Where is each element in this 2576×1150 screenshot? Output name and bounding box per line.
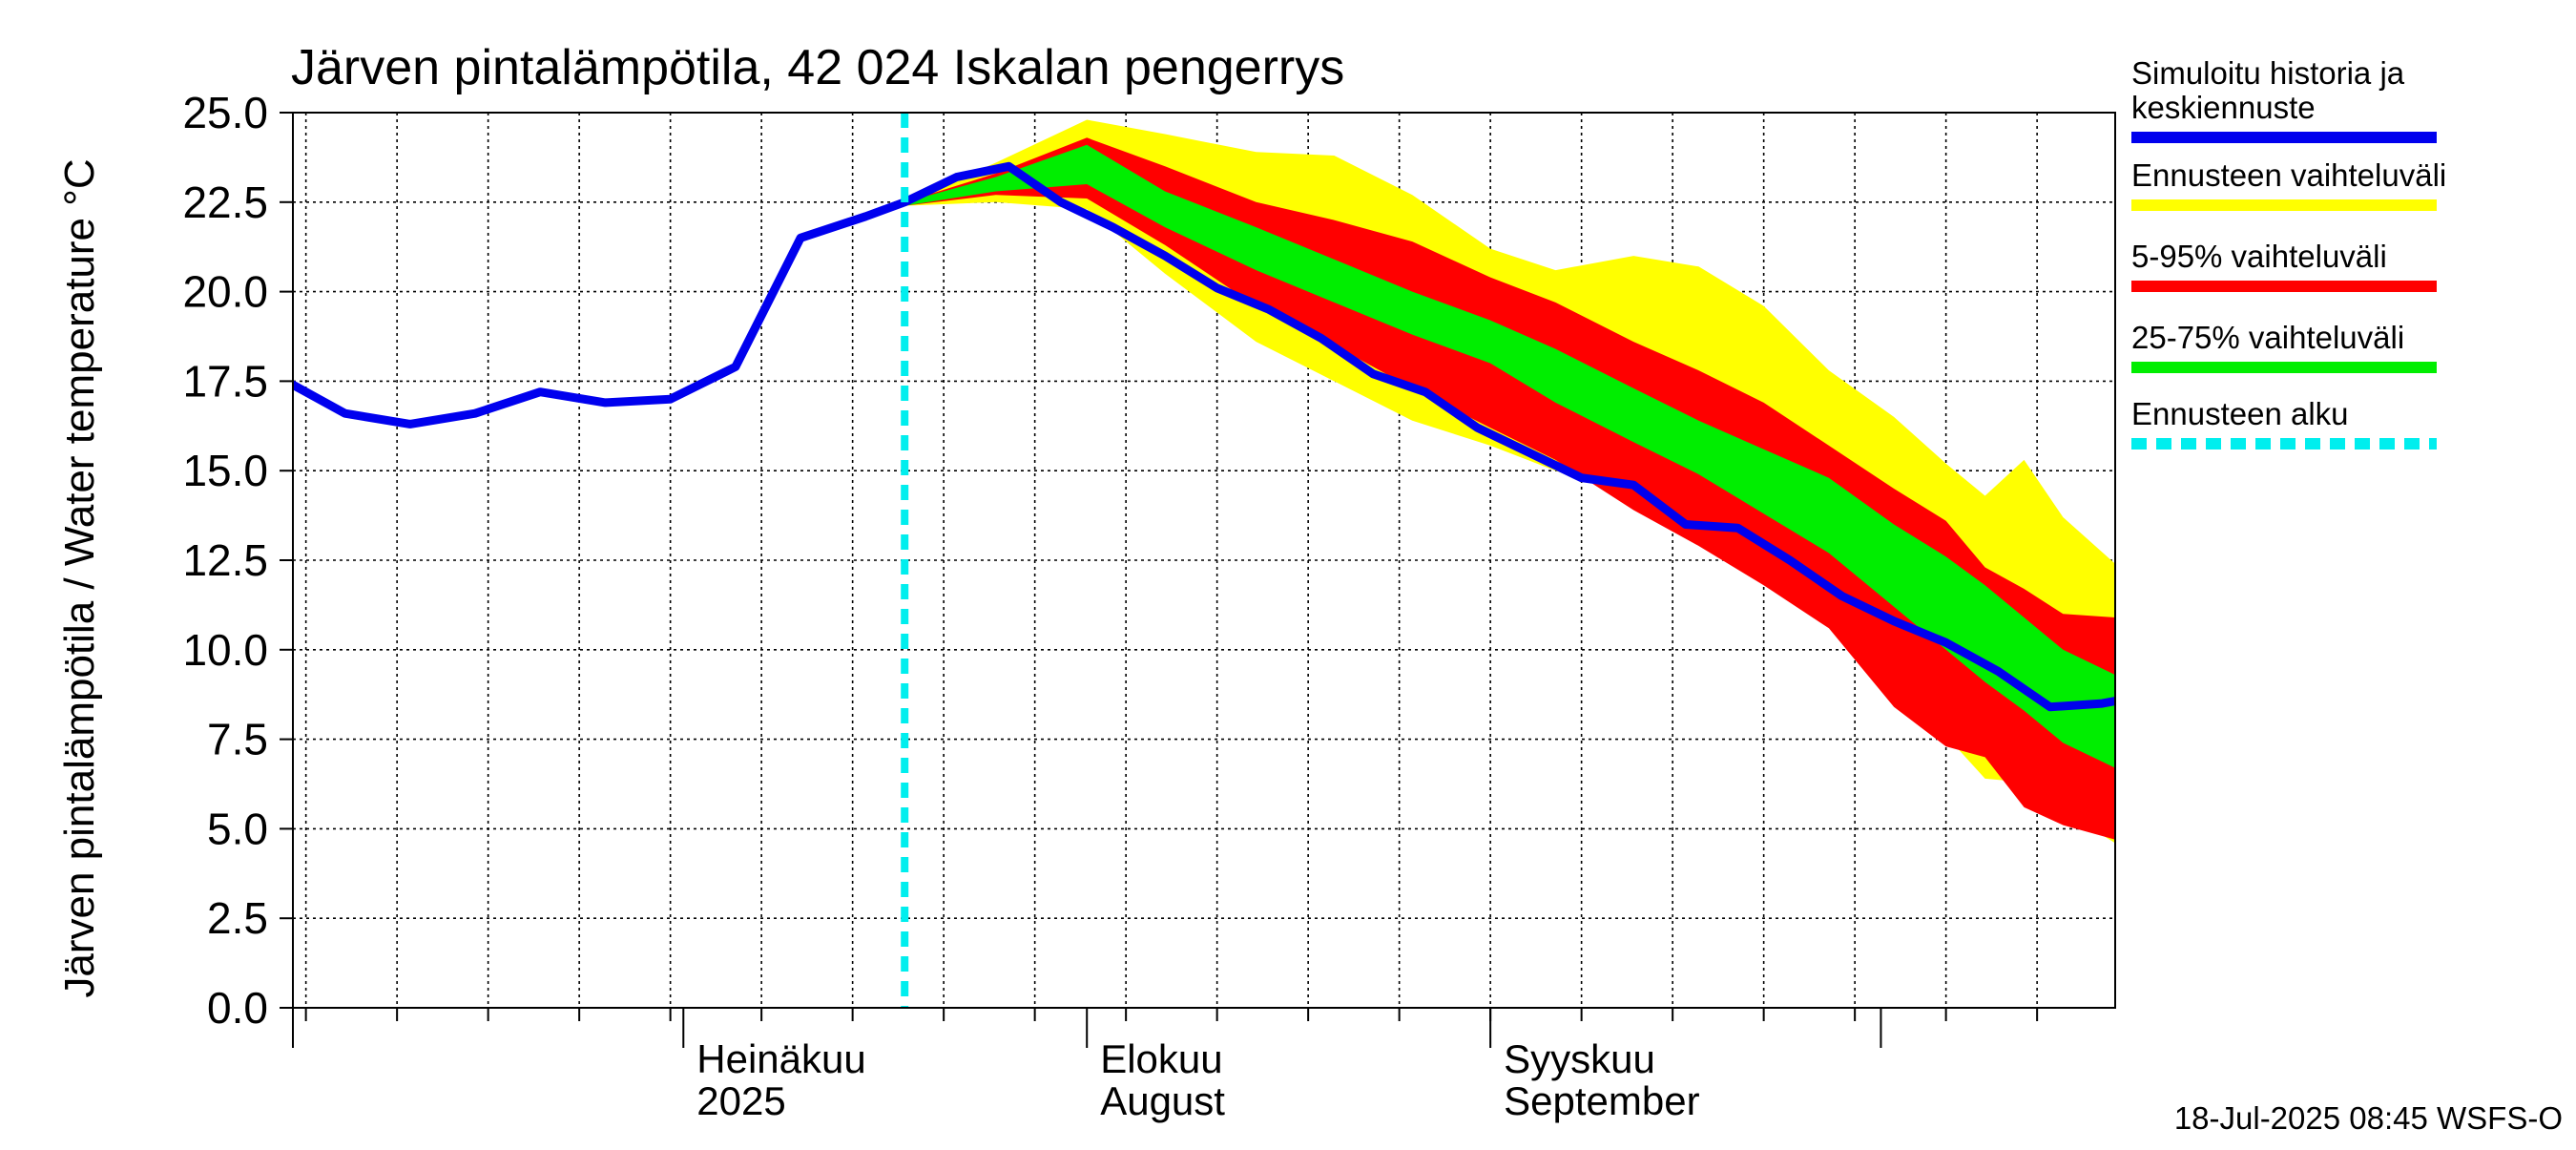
y-tick-label: 20.0 [182, 267, 268, 317]
yellow-range-band [904, 119, 2115, 844]
legend-label: Ennusteen vaihteluväli [2131, 157, 2446, 193]
x-month-label-sub: September [1504, 1078, 1699, 1123]
x-month-label: Elokuu [1100, 1036, 1222, 1081]
y-tick-label: 17.5 [182, 356, 268, 406]
x-month-label: Syyskuu [1504, 1036, 1655, 1081]
legend-label: keskiennuste [2131, 90, 2316, 125]
mean-series-line [293, 161, 2115, 712]
band-layer [904, 119, 2115, 844]
label-layer: Järven pintalämpötila, 42 024 Iskalan pe… [56, 40, 2563, 1136]
x-month-label: Heinäkuu [696, 1036, 865, 1081]
y-tick-label: 25.0 [182, 88, 268, 137]
y-tick-label: 22.5 [182, 178, 268, 227]
legend-label: 5-95% vaihteluväli [2131, 239, 2387, 274]
chart-title: Järven pintalämpötila, 42 024 Iskalan pe… [291, 40, 1344, 95]
y-tick-label: 15.0 [182, 446, 268, 495]
y-tick-label: 5.0 [207, 804, 268, 853]
line-layer [293, 113, 2115, 1008]
y-tick-label: 10.0 [182, 625, 268, 675]
y-tick-label: 2.5 [207, 893, 268, 943]
x-month-label-sub: August [1100, 1078, 1225, 1123]
y-axis-label: Järven pintalämpötila / Water temperatur… [56, 158, 103, 997]
footer-text: 18-Jul-2025 08:45 WSFS-O [2174, 1100, 2563, 1136]
y-tick-label: 12.5 [182, 535, 268, 585]
legend-label: Ennusteen alku [2131, 396, 2349, 431]
x-month-label-sub: 2025 [696, 1078, 785, 1123]
legend-label: 25-75% vaihteluväli [2131, 320, 2404, 355]
y-tick-label: 7.5 [207, 715, 268, 764]
red-range-band [904, 137, 2115, 840]
legend-label: Simuloitu historia ja [2131, 55, 2405, 91]
axis-layer: 0.0 2.5 5.0 7.5 10.0 12.5 15.0 17.5 20.0 22.5 25.0… [182, 88, 2116, 1123]
y-tick-label: 0.0 [207, 983, 268, 1033]
